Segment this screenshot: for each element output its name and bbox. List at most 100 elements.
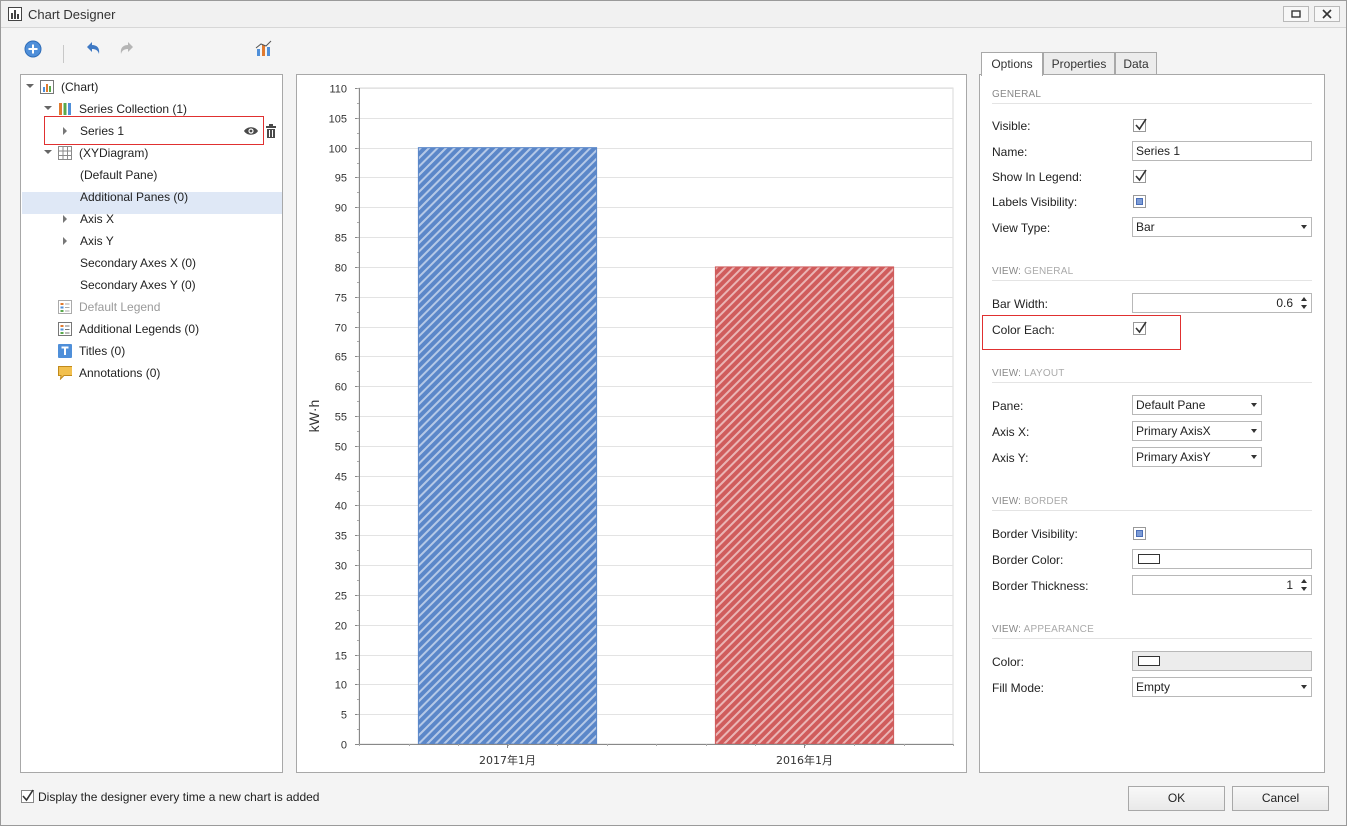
series-collection-icon xyxy=(59,103,71,115)
border-visibility-checkbox[interactable] xyxy=(1133,527,1146,540)
tree-item-annotations[interactable]: Annotations (0) xyxy=(21,363,271,383)
diagram-grid-icon xyxy=(58,146,72,160)
collapse-arrow-icon[interactable] xyxy=(26,83,34,91)
display-designer-checkbox[interactable] xyxy=(21,789,34,803)
delete-trash-icon[interactable] xyxy=(265,124,277,138)
y-tick-label: 70 xyxy=(335,323,347,335)
visible-checkbox[interactable] xyxy=(1133,118,1147,132)
close-button[interactable] xyxy=(1314,6,1340,22)
view-type-dropdown[interactable]: Bar xyxy=(1132,217,1312,237)
section-view-border-title: VIEW: BORDER xyxy=(992,496,1069,507)
chart-icon xyxy=(40,80,54,94)
y-tick-label: 100 xyxy=(329,144,347,156)
pane-label: Pane: xyxy=(992,399,1024,413)
color-picker[interactable] xyxy=(1132,651,1312,671)
axis-y-dropdown[interactable]: Primary AxisY xyxy=(1132,447,1262,467)
tree-item-xydiagram[interactable]: (XYDiagram) xyxy=(21,143,271,163)
dropdown-arrow-icon xyxy=(1251,429,1257,433)
chart-wizard-button[interactable] xyxy=(254,39,276,59)
tab-options[interactable]: Options xyxy=(981,52,1043,76)
fill-mode-dropdown[interactable]: Empty xyxy=(1132,677,1312,697)
chart-elements-tree: (Chart) Series Collection (1) Series 1 (… xyxy=(20,74,283,773)
expand-arrow-icon[interactable] xyxy=(61,215,69,223)
dropdown-arrow-icon xyxy=(1251,403,1257,407)
labels-visibility-checkbox[interactable] xyxy=(1133,195,1146,208)
pane-value: Default Pane xyxy=(1136,398,1206,412)
chart-designer-icon xyxy=(8,7,22,21)
checkmark-icon xyxy=(1135,169,1147,182)
tree-item-axis-y[interactable]: Axis Y xyxy=(21,231,271,251)
expand-arrow-icon[interactable] xyxy=(61,237,69,245)
collapse-arrow-icon[interactable] xyxy=(44,105,52,113)
tree-item-label: (Default Pane) xyxy=(80,168,158,182)
tree-item-secondary-axes-y[interactable]: Secondary Axes Y (0) xyxy=(80,275,196,295)
spin-arrows-icon[interactable] xyxy=(1301,578,1309,593)
tree-item-label: (Chart) xyxy=(61,80,99,94)
bar-chart: 0 5 10 15 20 25 30 35 40 45 50 55 60 65 70 75 80 85 90 95 10… xyxy=(306,84,954,767)
y-tick-label: 15 xyxy=(335,651,347,663)
border-visibility-label: Border Visibility: xyxy=(992,527,1078,541)
tree-item-titles[interactable]: Titles (0) xyxy=(21,341,271,361)
undo-button[interactable] xyxy=(83,39,105,59)
y-tick-label: 95 xyxy=(335,173,347,185)
expand-arrow-icon[interactable] xyxy=(61,127,69,135)
y-tick-label: 60 xyxy=(335,382,347,394)
axis-y-label: Axis Y: xyxy=(992,451,1029,465)
tree-item-series-collection[interactable]: Series Collection (1) xyxy=(21,99,271,119)
maximize-button[interactable] xyxy=(1283,6,1309,22)
name-input[interactable]: Series 1 xyxy=(1132,141,1312,161)
fill-mode-value: Empty xyxy=(1136,680,1171,694)
name-input-value: Series 1 xyxy=(1136,144,1181,158)
checkmark-icon xyxy=(1135,321,1147,334)
title-text-icon xyxy=(58,344,72,358)
border-thickness-spin-input[interactable]: 1 xyxy=(1132,575,1312,595)
add-element-button[interactable] xyxy=(23,39,45,59)
y-tick-label: 5 xyxy=(341,710,347,722)
window-title: Chart Designer xyxy=(28,7,116,22)
section-view-appearance-title: VIEW: APPEARANCE xyxy=(992,624,1094,635)
y-tick-label: 50 xyxy=(335,442,347,454)
border-color-swatch xyxy=(1138,554,1160,564)
dropdown-arrow-icon xyxy=(1301,685,1307,689)
bar-width-spin-input[interactable]: 0.6 xyxy=(1132,293,1312,313)
tab-data[interactable]: Data xyxy=(1115,52,1157,75)
axis-x-value: Primary AxisX xyxy=(1136,424,1211,438)
y-tick-label: 75 xyxy=(335,293,347,305)
spin-arrows-icon[interactable] xyxy=(1301,296,1309,311)
tree-item-secondary-axes-x[interactable]: Secondary Axes X (0) xyxy=(80,253,196,273)
display-designer-label[interactable]: Display the designer every time a new ch… xyxy=(38,790,320,804)
tree-item-additional-legends[interactable]: Additional Legends (0) xyxy=(21,319,271,339)
tree-item-default-pane[interactable]: (Default Pane) xyxy=(80,165,157,185)
show-in-legend-checkbox[interactable] xyxy=(1133,169,1147,183)
tree-item-axis-x[interactable]: Axis X xyxy=(21,209,271,229)
y-tick-label: 20 xyxy=(335,621,347,633)
y-tick-label: 65 xyxy=(335,352,347,364)
section-general-title: GENERAL xyxy=(992,89,1042,100)
undo-icon xyxy=(87,42,100,54)
border-thickness-value: 1 xyxy=(1286,578,1293,592)
selected-row-highlight xyxy=(22,192,282,214)
tab-properties[interactable]: Properties xyxy=(1043,52,1115,75)
ok-button[interactable]: OK xyxy=(1128,786,1225,811)
color-each-checkbox[interactable] xyxy=(1133,321,1147,335)
tree-item-label: Secondary Axes Y (0) xyxy=(80,278,196,292)
collapse-arrow-icon[interactable] xyxy=(44,149,52,157)
redo-button[interactable] xyxy=(117,39,139,59)
tree-item-additional-panes[interactable]: Additional Panes (0) xyxy=(80,187,188,207)
axis-x-label: Axis X: xyxy=(992,425,1030,439)
redo-icon xyxy=(120,42,133,54)
section-divider xyxy=(992,103,1312,104)
cancel-button[interactable]: Cancel xyxy=(1232,786,1329,811)
tree-item-chart[interactable]: (Chart) xyxy=(21,77,271,97)
axis-x-dropdown[interactable]: Primary AxisX xyxy=(1132,421,1262,441)
tree-item-default-legend[interactable]: Default Legend xyxy=(21,297,271,317)
series-1-highlight-box xyxy=(44,116,264,145)
visibility-eye-icon[interactable] xyxy=(243,125,259,137)
view-type-value: Bar xyxy=(1136,220,1155,234)
dropdown-arrow-icon xyxy=(1301,225,1307,229)
pane-dropdown[interactable]: Default Pane xyxy=(1132,395,1262,415)
border-color-picker[interactable] xyxy=(1132,549,1312,569)
legend-icon xyxy=(58,300,72,314)
tree-item-label: Secondary Axes X (0) xyxy=(80,256,197,270)
tree-item-series-1[interactable]: Series 1 xyxy=(21,121,281,141)
